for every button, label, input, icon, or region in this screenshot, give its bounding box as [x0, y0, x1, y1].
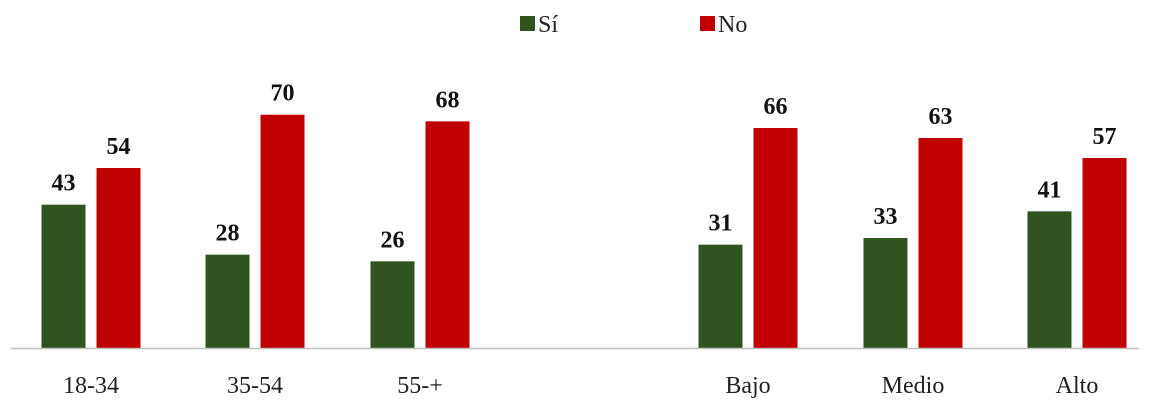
bar-no-1834: [96, 168, 141, 348]
data-label-no-bajo: 66: [764, 94, 788, 120]
bar-si-bajo: [698, 244, 743, 348]
x-tick-label: Alto: [1056, 373, 1099, 399]
data-label-si-55: 26: [381, 227, 405, 253]
legend-label-si: Sí: [538, 12, 558, 38]
bar-si-alto: [1027, 211, 1072, 348]
bar-si-medio: [863, 238, 908, 348]
bar-no-bajo: [753, 128, 798, 348]
bar-no-55: [425, 121, 470, 348]
data-label-si-3554: 28: [216, 221, 240, 247]
data-label-no-1834: 54: [107, 134, 131, 160]
bar-si-3554: [205, 254, 250, 348]
legend-swatch-no: [700, 16, 715, 31]
legend-swatch-si: [520, 16, 535, 31]
bar-no-medio: [918, 138, 963, 348]
bars: [41, 114, 1127, 348]
data-label-si-medio: 33: [874, 204, 898, 230]
data-label-no-alto: 57: [1093, 124, 1117, 150]
bar-si-1834: [41, 204, 86, 348]
x-tick-label: 35-54: [227, 373, 283, 399]
bar-no-3554: [260, 114, 305, 348]
data-label-si-1834: 43: [52, 171, 76, 197]
data-label-no-medio: 63: [929, 104, 953, 130]
bar-no-alto: [1082, 158, 1127, 348]
x-axis-tick-labels: 18-34 35-54 55-+ Bajo Medio Alto: [63, 373, 1098, 399]
x-tick-label: 18-34: [63, 373, 119, 399]
x-tick-label: Medio: [882, 373, 945, 399]
data-labels: 43 54 28 70 26 68 31 66 33 63 41 57: [52, 81, 1117, 254]
legend-label-no: No: [718, 12, 747, 38]
data-label-si-bajo: 31: [709, 211, 733, 237]
data-label-no-3554: 70: [271, 81, 295, 107]
x-tick-label: 55-+: [397, 373, 443, 399]
legend: Sí No: [520, 12, 747, 38]
data-label-si-alto: 41: [1038, 177, 1062, 203]
data-label-no-55: 68: [436, 87, 460, 113]
bar-si-55: [370, 261, 415, 348]
x-tick-label: Bajo: [725, 373, 770, 399]
